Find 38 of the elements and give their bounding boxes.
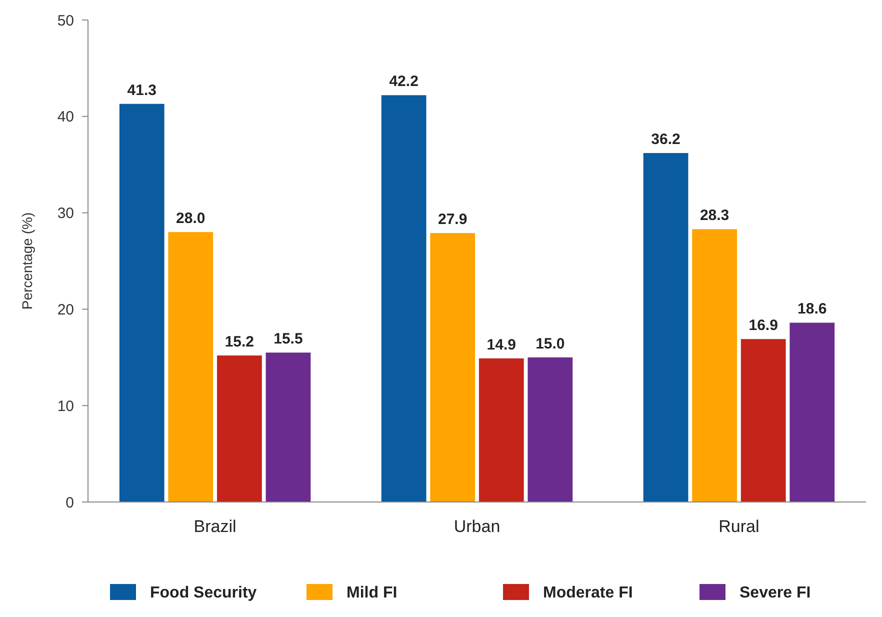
data-label: 28.0: [176, 210, 206, 228]
data-label: 41.3: [127, 82, 156, 99]
bar: [692, 229, 737, 502]
bar: [266, 352, 311, 502]
data-label: 28.3: [700, 207, 730, 224]
legend-label: Mild FI: [346, 584, 398, 602]
bar: [740, 339, 786, 502]
data-label: 15.5: [274, 330, 303, 348]
x-tick-label: Brazil: [194, 517, 236, 536]
data-label: 16.9: [748, 317, 778, 334]
bar: [430, 233, 476, 502]
y-tick-label: 30: [57, 205, 74, 222]
y-tick-label: 50: [57, 12, 74, 30]
bar: [643, 153, 688, 502]
data-label: 18.6: [798, 300, 827, 318]
legend-label: Food Security: [150, 584, 257, 602]
y-axis-title: Percentage (%): [19, 212, 35, 310]
bar: [217, 355, 262, 502]
legend-label: Moderate FI: [543, 584, 633, 602]
x-tick-label: Rural: [718, 517, 760, 536]
data-label: 36.2: [651, 131, 680, 148]
bar: [168, 232, 214, 502]
y-tick-label: 40: [57, 108, 74, 126]
data-label: 15.2: [224, 333, 254, 350]
y-tick-label: 0: [66, 494, 74, 512]
x-tick-label: Urban: [454, 517, 500, 536]
data-label: 42.2: [389, 73, 418, 90]
data-label: 27.9: [438, 211, 468, 228]
bar: [119, 104, 164, 502]
legend-label: Severe FI: [740, 584, 811, 602]
bar: [478, 358, 524, 502]
bar: [790, 322, 835, 502]
y-tick-label: 10: [57, 398, 74, 415]
bar: [528, 357, 573, 502]
data-label: 14.9: [486, 336, 516, 354]
y-tick-label: 20: [57, 301, 74, 318]
bar: [381, 95, 426, 502]
data-label: 15.0: [536, 335, 565, 352]
